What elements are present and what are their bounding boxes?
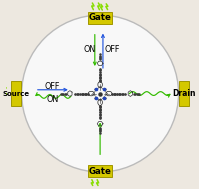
FancyBboxPatch shape [88,12,112,24]
FancyBboxPatch shape [179,81,189,106]
Text: ON: ON [46,94,59,104]
Text: Gate: Gate [89,13,112,22]
Text: Source: Source [2,91,30,97]
Text: OFF: OFF [104,45,120,54]
Text: ON: ON [83,45,96,54]
FancyBboxPatch shape [88,165,112,177]
Circle shape [22,15,179,172]
Text: OFF: OFF [45,82,60,91]
Text: Drain: Drain [173,89,196,98]
Text: Gate: Gate [89,167,112,176]
FancyBboxPatch shape [11,81,21,106]
